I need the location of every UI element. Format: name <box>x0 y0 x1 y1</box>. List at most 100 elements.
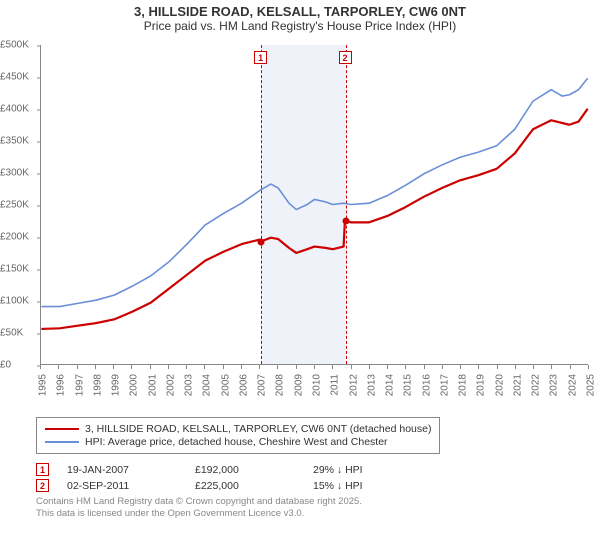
transaction-price: £225,000 <box>195 480 295 492</box>
x-tick-label: 1998 <box>92 374 103 396</box>
x-tick-mark <box>369 365 370 369</box>
x-tick-label: 2003 <box>184 374 195 396</box>
x-tick-mark <box>241 365 242 369</box>
x-tick-label: 2014 <box>385 374 396 396</box>
series-line-hpi <box>41 78 587 306</box>
x-tick-label: 2018 <box>458 374 469 396</box>
x-tick-label: 2012 <box>348 374 359 396</box>
transaction-date: 19-JAN-2007 <box>67 464 177 476</box>
x-tick-mark <box>442 365 443 369</box>
chart-title-line1: 3, HILLSIDE ROAD, KELSALL, TARPORLEY, CW… <box>0 4 600 19</box>
x-tick-mark <box>460 365 461 369</box>
x-tick-label: 2008 <box>275 374 286 396</box>
x-tick-mark <box>77 365 78 369</box>
x-tick-label: 2023 <box>549 374 560 396</box>
chart-title-line2: Price paid vs. HM Land Registry's House … <box>0 19 600 33</box>
y-tick-label: £100K <box>0 296 29 307</box>
x-tick-mark <box>387 365 388 369</box>
x-tick-label: 1995 <box>38 374 49 396</box>
x-tick-label: 2025 <box>586 374 597 396</box>
x-tick-label: 2016 <box>421 374 432 396</box>
x-tick-mark <box>259 365 260 369</box>
x-tick-mark <box>314 365 315 369</box>
x-tick-label: 2004 <box>202 374 213 396</box>
legend-row: 3, HILLSIDE ROAD, KELSALL, TARPORLEY, CW… <box>45 423 431 435</box>
x-tick-label: 2009 <box>293 374 304 396</box>
transaction-hpi-diff: 15% ↓ HPI <box>313 480 413 492</box>
x-tick-mark <box>424 365 425 369</box>
x-tick-mark <box>332 365 333 369</box>
x-tick-mark <box>296 365 297 369</box>
transaction-row: 1 19-JAN-2007 £192,000 29% ↓ HPI <box>36 463 590 476</box>
x-tick-mark <box>168 365 169 369</box>
y-tick-label: £150K <box>0 264 29 275</box>
transaction-date: 02-SEP-2011 <box>67 480 177 492</box>
x-tick-label: 2015 <box>403 374 414 396</box>
x-tick-label: 2005 <box>220 374 231 396</box>
x-tick-mark <box>515 365 516 369</box>
transaction-table: 1 19-JAN-2007 £192,000 29% ↓ HPI 2 02-SEP-201… <box>36 463 590 492</box>
x-tick-label: 1997 <box>74 374 85 396</box>
x-tick-mark <box>150 365 151 369</box>
x-tick-mark <box>497 365 498 369</box>
x-tick-mark <box>40 365 41 369</box>
plot-area: 12 <box>40 45 588 365</box>
x-tick-label: 2010 <box>312 374 323 396</box>
y-tick-label: £250K <box>0 200 29 211</box>
transaction-dot <box>258 239 265 246</box>
x-tick-label: 2011 <box>330 374 341 396</box>
y-tick-label: £400K <box>0 104 29 115</box>
footer-attribution: Contains HM Land Registry data © Crown c… <box>36 496 590 520</box>
x-tick-mark <box>131 365 132 369</box>
x-tick-label: 2017 <box>439 374 450 396</box>
chart-title-block: 3, HILLSIDE ROAD, KELSALL, TARPORLEY, CW… <box>0 0 600 35</box>
chart-area: £0 £50K £100K £150K £200K £250K £300K £350K £400… <box>0 35 600 415</box>
x-tick-mark <box>113 365 114 369</box>
chart-lines-svg <box>41 45 588 364</box>
x-tick-mark <box>58 365 59 369</box>
x-tick-mark <box>570 365 571 369</box>
x-tick-label: 1996 <box>56 374 67 396</box>
y-tick-label: £500K <box>0 40 29 51</box>
x-tick-mark <box>204 365 205 369</box>
x-tick-mark <box>478 365 479 369</box>
x-tick-label: 2013 <box>366 374 377 396</box>
transaction-price: £192,000 <box>195 464 295 476</box>
x-tick-label: 2020 <box>494 374 505 396</box>
x-tick-mark <box>277 365 278 369</box>
y-tick-label: £300K <box>0 168 29 179</box>
y-tick-label: £0 <box>0 360 11 371</box>
x-tick-mark <box>95 365 96 369</box>
x-tick-label: 2001 <box>147 374 158 396</box>
legend-text: 3, HILLSIDE ROAD, KELSALL, TARPORLEY, CW… <box>85 423 431 435</box>
transaction-row: 2 02-SEP-2011 £225,000 15% ↓ HPI <box>36 479 590 492</box>
y-tick-label: £450K <box>0 72 29 83</box>
x-tick-mark <box>588 365 589 369</box>
y-tick-label: £200K <box>0 232 29 243</box>
footer-line2: This data is licensed under the Open Gov… <box>36 508 590 520</box>
legend-row: HPI: Average price, detached house, Ches… <box>45 436 431 448</box>
legend-box: 3, HILLSIDE ROAD, KELSALL, TARPORLEY, CW… <box>36 417 440 454</box>
x-tick-label: 1999 <box>111 374 122 396</box>
legend-text: HPI: Average price, detached house, Ches… <box>85 436 388 448</box>
y-tick-label: £50K <box>0 328 23 339</box>
transaction-dot <box>342 218 349 225</box>
legend-swatch <box>45 428 79 430</box>
x-tick-label: 2024 <box>567 374 578 396</box>
y-tick-label: £350K <box>0 136 29 147</box>
transaction-marker-box: 1 <box>36 463 49 476</box>
x-tick-label: 2021 <box>512 374 523 396</box>
x-tick-label: 2007 <box>257 374 268 396</box>
x-tick-mark <box>405 365 406 369</box>
x-tick-mark <box>351 365 352 369</box>
legend-swatch <box>45 441 79 443</box>
series-line-price_paid <box>41 109 587 329</box>
transaction-hpi-diff: 29% ↓ HPI <box>313 464 413 476</box>
x-tick-label: 2006 <box>238 374 249 396</box>
transaction-marker-box: 2 <box>36 479 49 492</box>
x-tick-mark <box>551 365 552 369</box>
x-tick-mark <box>533 365 534 369</box>
x-tick-label: 2019 <box>476 374 487 396</box>
x-tick-mark <box>223 365 224 369</box>
x-tick-mark <box>186 365 187 369</box>
